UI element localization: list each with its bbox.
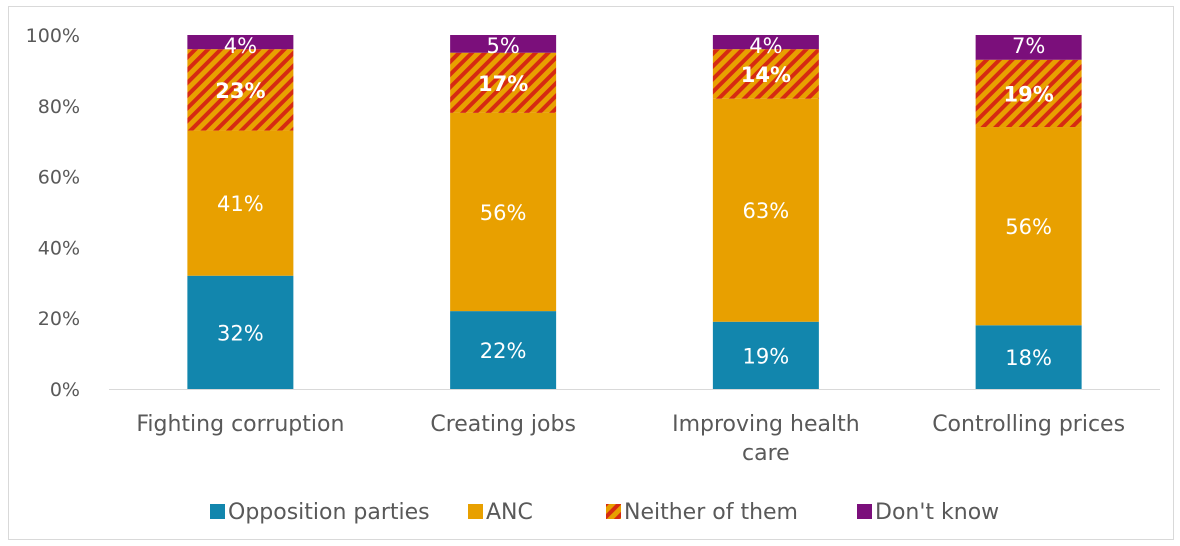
category-label: Controlling prices (932, 412, 1125, 437)
legend: Opposition parties ANC Neither of them Don'… (210, 500, 999, 525)
data-label: 56% (1005, 215, 1052, 239)
bar-segment (187, 35, 294, 50)
y-tick-label: 100% (26, 25, 80, 47)
bar-segment (450, 311, 557, 389)
bar-segment (450, 35, 557, 53)
data-label: 23% (215, 79, 265, 103)
data-label: 19% (1003, 82, 1053, 106)
bar-segment (187, 49, 294, 131)
bar-segment (975, 127, 1082, 326)
data-label: 56% (480, 201, 527, 225)
bar-segment (975, 59, 1082, 128)
y-tick-label: 0% (50, 379, 80, 401)
bar-segment (187, 130, 294, 276)
legend-swatch (210, 504, 225, 519)
data-label: 4% (224, 34, 257, 58)
category-label: Creating jobs (430, 412, 576, 437)
y-tick-label: 20% (38, 308, 80, 330)
bar-segment (712, 49, 819, 99)
y-tick-label: 80% (38, 96, 80, 118)
category-label: Fighting corruption (136, 412, 344, 437)
legend-label: ANC (486, 500, 533, 525)
bar-segment (712, 321, 819, 389)
category-label: care (742, 441, 790, 466)
legend-swatch (857, 504, 872, 519)
chart-frame (8, 6, 1174, 540)
legend-swatch (468, 504, 483, 519)
legend-swatch (606, 504, 621, 519)
data-label: 32% (217, 321, 264, 345)
data-label: 14% (741, 63, 791, 87)
bar-segment (712, 98, 819, 322)
data-label: 41% (217, 192, 264, 216)
data-label: 22% (480, 339, 527, 363)
y-tick-label: 40% (38, 237, 80, 259)
data-label: 19% (743, 344, 790, 368)
bar-segment (187, 275, 294, 389)
category-label: Improving health (672, 412, 860, 437)
legend-label: Neither of them (624, 500, 798, 525)
y-tick-label: 60% (38, 167, 80, 189)
data-label: 63% (743, 199, 790, 223)
bar-segment (975, 325, 1082, 389)
bar-segment (712, 35, 819, 50)
data-label: 17% (478, 72, 528, 96)
legend-label: Don't know (875, 500, 999, 525)
data-label: 7% (1012, 34, 1045, 58)
data-label: 18% (1005, 346, 1052, 370)
legend-label: Opposition parties (228, 500, 430, 525)
data-label: 4% (749, 34, 782, 58)
plot-area: 0% 20% 40% 60% 80% 100% 32% 41% 23% 4% Fighting co… (26, 25, 1160, 466)
data-label: 5% (486, 34, 519, 58)
bar-segment (975, 35, 1082, 60)
bar-segment (450, 52, 557, 113)
bar-segment (450, 112, 557, 312)
